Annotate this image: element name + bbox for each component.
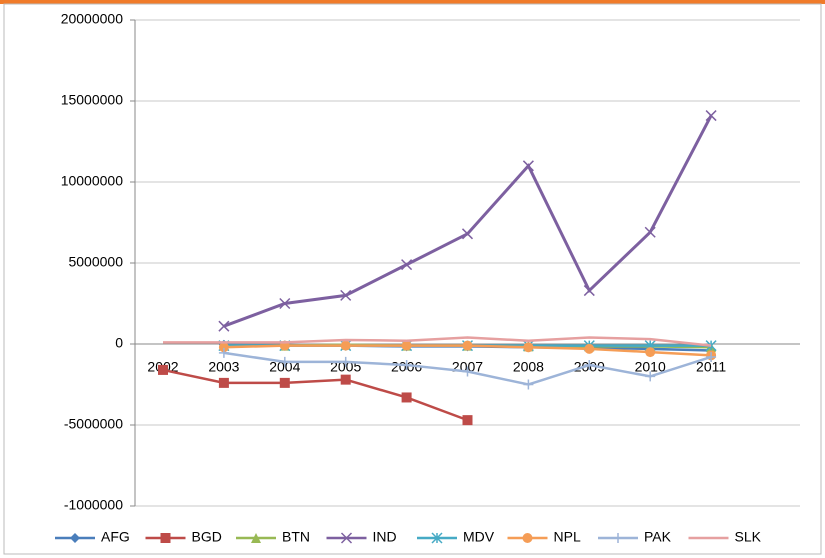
marker [645,371,656,382]
marker [340,374,351,385]
marker [706,351,717,362]
marker [523,342,534,353]
y-tick-label: 0 [115,335,123,351]
y-tick-label: 20000000 [61,11,124,27]
x-tick-label: 2008 [513,359,544,375]
marker [158,364,168,375]
marker [340,289,352,301]
marker [218,342,229,353]
marker [340,532,353,544]
marker [340,340,351,351]
marker [401,360,412,371]
marker [218,347,229,358]
legend-label: IND [373,529,397,545]
legend-label: SLK [735,529,762,545]
series-line [163,336,712,347]
x-tick-label: 2011 [696,359,726,375]
top-bar [0,0,825,4]
x-tick-label: 2010 [635,359,666,375]
marker [401,392,412,403]
marker [462,415,473,426]
y-tick-label: 15000000 [61,92,124,108]
legend-label: BTN [282,529,310,545]
marker [431,532,443,544]
y-tick-label: -5000000 [64,416,123,432]
marker [401,340,412,351]
marker [583,285,595,297]
marker [218,320,230,332]
frame [3,3,822,555]
legend-label: AFG [101,529,130,545]
marker [645,347,656,358]
marker [523,379,534,390]
legend-label: PAK [644,529,672,545]
marker [251,533,261,543]
legend-label: MDV [463,529,495,545]
marker [644,226,656,238]
marker [462,366,473,377]
marker [462,340,473,351]
marker [461,228,474,240]
marker [401,259,413,271]
marker [279,356,290,367]
legend-label: BGD [192,529,222,545]
legend-label: NPL [554,529,581,545]
x-tick-label: 2003 [208,359,239,375]
series-line [223,114,713,328]
marker [522,533,533,543]
y-tick-label: -1000000 [64,497,123,513]
series-line [162,368,468,422]
marker [70,533,80,543]
marker [340,356,351,367]
marker [160,533,171,543]
marker [522,160,534,172]
marker [279,377,290,388]
y-tick-label: 10000000 [61,173,124,189]
marker [218,377,229,388]
marker [613,533,623,543]
marker [279,297,291,310]
marker [584,360,595,371]
y-tick-label: 5000000 [68,254,123,270]
marker [584,343,595,354]
marker [705,110,717,122]
